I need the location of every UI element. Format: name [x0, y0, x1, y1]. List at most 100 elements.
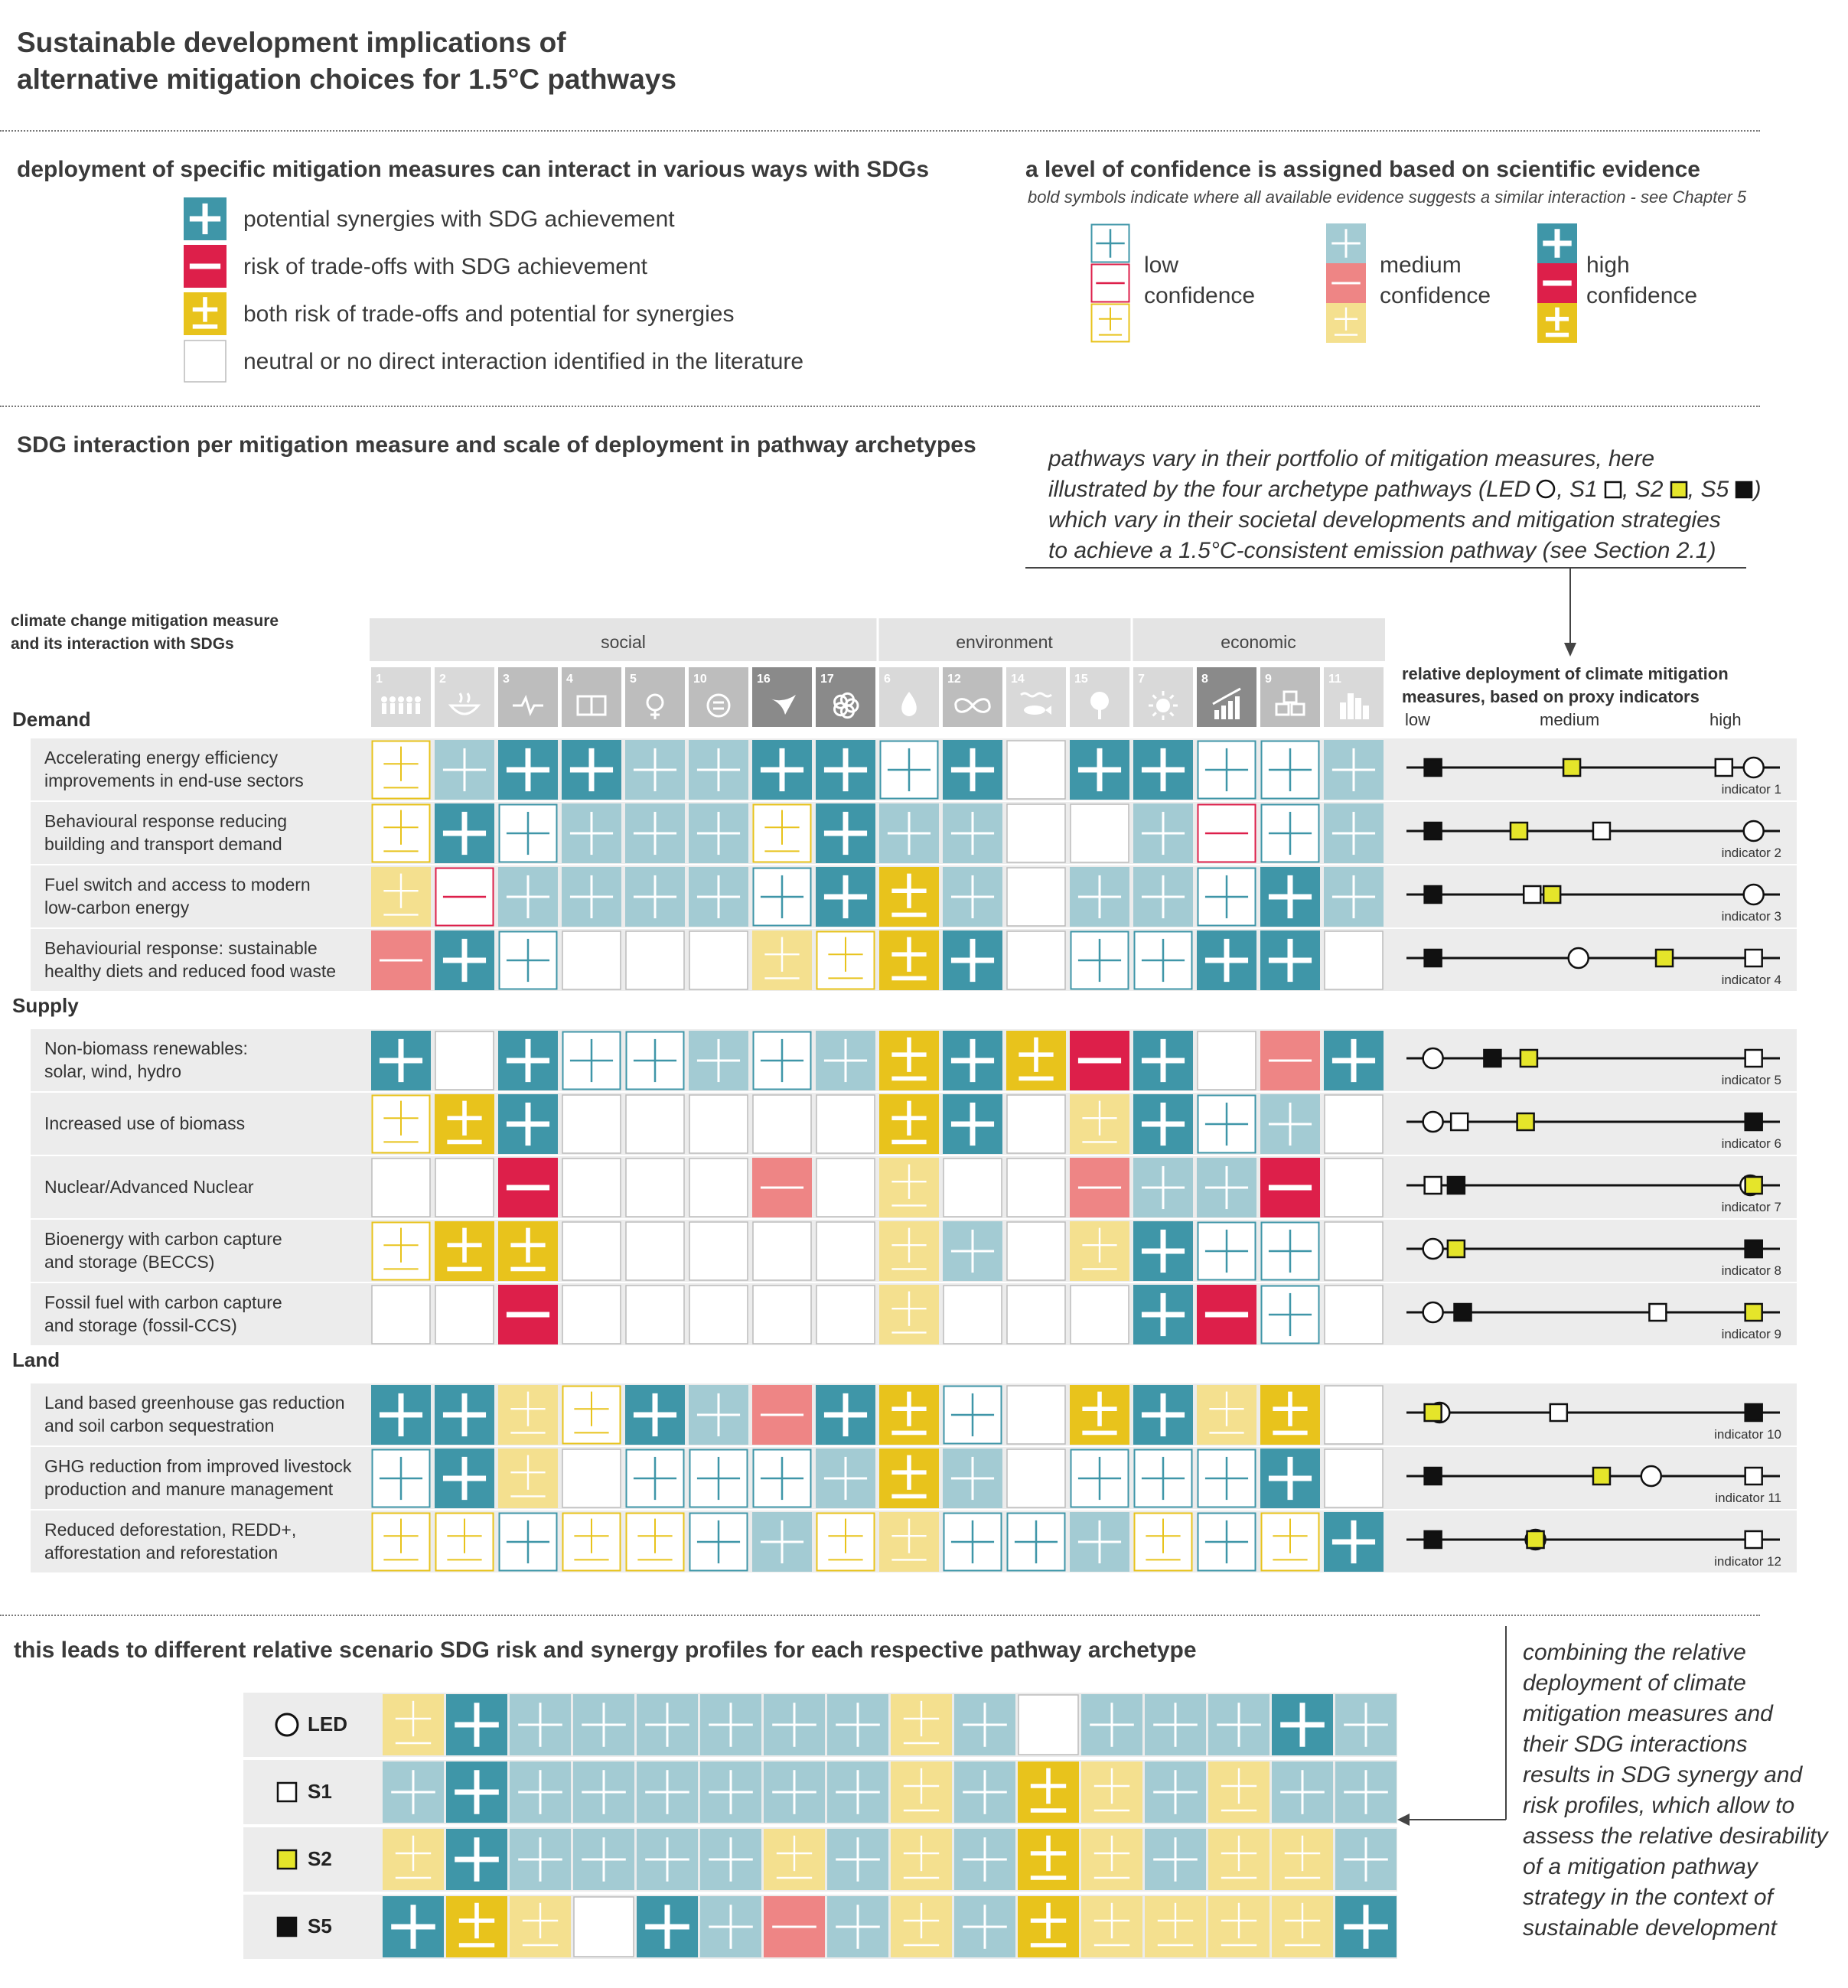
- sdg-number-6: 6: [884, 673, 891, 686]
- row-supply-3-cell-14: [1006, 1158, 1066, 1217]
- row-supply-2-cell-10: [689, 1094, 748, 1154]
- cubes-icon: 9: [1260, 667, 1320, 727]
- row-demand-1-cell-1-yellow: [371, 740, 431, 800]
- profile-s5-cell-7-red: [764, 1896, 825, 1957]
- row-land-2-marker-s1: [1744, 1466, 1763, 1486]
- row-demand-3-indicator-label: indicator 3: [1721, 909, 1781, 924]
- row-demand-4-cell-15-teal: [1070, 930, 1129, 990]
- row-land-3-cell-5-yellow: [625, 1512, 685, 1572]
- row-land-2-cell-16-teal: [752, 1449, 812, 1508]
- title-line-1: Sustainable development implications of: [17, 27, 566, 58]
- profile-s2-cell-3-teal: [510, 1829, 571, 1890]
- flower-icon: 17: [816, 667, 875, 727]
- row-land-1-marker-s5: [1744, 1403, 1763, 1423]
- row-supply-2-indicator-label: indicator 6: [1721, 1136, 1781, 1151]
- row-supply-4-cell-9-teal: [1260, 1221, 1320, 1281]
- sdg-number-9: 9: [1265, 673, 1272, 686]
- row-supply-4-cell-15-yellow: [1070, 1221, 1129, 1281]
- confidence-low-1-teal: [1090, 223, 1130, 263]
- divider-middle: [0, 406, 1760, 407]
- profile-led-cell-5-teal: [637, 1694, 698, 1755]
- row-land-2-cell-17-teal: [816, 1449, 875, 1508]
- row-demand-1-marker-s5: [1423, 758, 1442, 777]
- profile-led-cell-12-teal: [1081, 1694, 1142, 1755]
- row-label-line: Non-biomass renewables:: [44, 1038, 248, 1058]
- row-demand-1-cell-14: [1006, 740, 1066, 800]
- profile-s5-cell-12-yellow: [1081, 1896, 1142, 1957]
- row-supply-3-marker-s5: [1446, 1175, 1466, 1195]
- s1-square-icon: [1604, 481, 1622, 499]
- row-land-2-cell-12-teal: [943, 1449, 1002, 1508]
- row-label-line: production and manure management: [44, 1479, 334, 1499]
- profile-s1-cell-7-teal: [764, 1761, 825, 1823]
- row-demand-1-marker-s1: [1714, 758, 1734, 777]
- profile-s5-cell-10-teal: [954, 1896, 1015, 1957]
- profile-s5-cell-5-teal: [637, 1896, 698, 1957]
- gender-icon: 5: [625, 667, 685, 727]
- row-demand-3-cell-14: [1006, 867, 1066, 927]
- profile-s5-cell-16-teal: [1335, 1896, 1397, 1957]
- row-supply-2-cell-1-yellow: [371, 1094, 431, 1154]
- row-supply-5-cell-6-yellow: [879, 1285, 939, 1344]
- droplet-icon: 6: [879, 667, 939, 727]
- profile-s5-cell-11-yellow: [1018, 1896, 1079, 1957]
- confidence-high-2-red: [1537, 263, 1577, 303]
- row-supply-4-cell-5: [625, 1221, 685, 1281]
- row-land-1-cell-11: [1324, 1385, 1384, 1445]
- row-supply-1-marker-s2: [1519, 1048, 1539, 1068]
- low-confidence-label: low confidence: [1144, 253, 1256, 308]
- row-land-3-cell-2-yellow: [435, 1512, 494, 1572]
- row-supply-2-cell-7-teal: [1133, 1094, 1193, 1154]
- profile-led-cell-14-teal: [1208, 1694, 1269, 1755]
- s5-square-icon: [1736, 481, 1753, 499]
- row-land-1-cell-3-yellow: [498, 1385, 558, 1445]
- row-demand-1-cell-17-teal: [816, 740, 875, 800]
- row-supply-1-cell-6-yellow: [879, 1031, 939, 1090]
- row-land-2-marker-s2: [1592, 1466, 1612, 1486]
- profile-s1-cell-12-yellow: [1081, 1761, 1142, 1823]
- city-icon: 11: [1324, 667, 1384, 727]
- row-supply-4-cell-11: [1324, 1221, 1384, 1281]
- row-supply-4-cell-2-yellow: [435, 1221, 494, 1281]
- row-demand-2-cell-12-teal: [943, 803, 1002, 863]
- profile-s1-cell-8-teal: [827, 1761, 888, 1823]
- row-label-line: low-carbon energy: [44, 898, 190, 917]
- row-supply-3-marker-s2: [1744, 1175, 1763, 1195]
- row-supply-5-cell-10: [689, 1285, 748, 1344]
- row-supply-3-cell-11: [1324, 1158, 1384, 1217]
- row-supply-4-cell-3-yellow: [498, 1221, 558, 1281]
- row-land-1-cell-6-yellow: [879, 1385, 939, 1445]
- row-demand-3-marker-s2: [1542, 885, 1562, 904]
- row-land-2-marker-led: [1640, 1465, 1663, 1488]
- row-demand-2-cell-11-teal: [1324, 803, 1384, 863]
- row-demand-1-marker-led: [1742, 756, 1765, 779]
- row-supply-1-cell-7-teal: [1133, 1031, 1193, 1090]
- row-demand-1-cell-9-teal: [1260, 740, 1320, 800]
- row-demand-3-cell-11-teal: [1324, 867, 1384, 927]
- legend-label-2: risk of trade-offs with SDG achievement: [243, 254, 647, 279]
- row-label-line: Land based greenhouse gas reduction: [44, 1393, 345, 1413]
- matrix-heading: SDG interaction per mitigation measure a…: [17, 432, 976, 458]
- row-demand-2-cell-6-teal: [879, 803, 939, 863]
- row-demand-3-marker-led: [1742, 883, 1765, 906]
- row-demand-4-cell-3-teal: [498, 930, 558, 990]
- row-supply-1-marker-led: [1422, 1047, 1444, 1070]
- legend-label-1: potential synergies with SDG achievement: [243, 207, 675, 232]
- confidence-low-2-red: [1090, 263, 1130, 303]
- profile-led-label: LED: [308, 1713, 347, 1735]
- row-supply-1-cell-16-teal: [752, 1031, 812, 1090]
- row-supply-2-cell-14: [1006, 1094, 1066, 1154]
- row-land-1-cell-7-teal: [1133, 1385, 1193, 1445]
- sdg-number-4: 4: [566, 673, 573, 686]
- row-demand-1-cell-5-teal: [625, 740, 685, 800]
- row-land-1-cell-4-yellow: [562, 1385, 621, 1445]
- row-demand-2-cell-10-teal: [689, 803, 748, 863]
- row-demand-4-marker-s1: [1744, 948, 1763, 968]
- row-supply-1-cell-3-teal: [498, 1031, 558, 1090]
- row-supply-5-marker-s2: [1744, 1302, 1763, 1322]
- row-demand-2-cell-8-red: [1197, 803, 1256, 863]
- row-land-3-cell-3-teal: [498, 1512, 558, 1572]
- row-supply-5-cell-11: [1324, 1285, 1384, 1344]
- profile-s1-cell-9-yellow: [891, 1761, 952, 1823]
- confidence-swatches: [1090, 223, 1577, 343]
